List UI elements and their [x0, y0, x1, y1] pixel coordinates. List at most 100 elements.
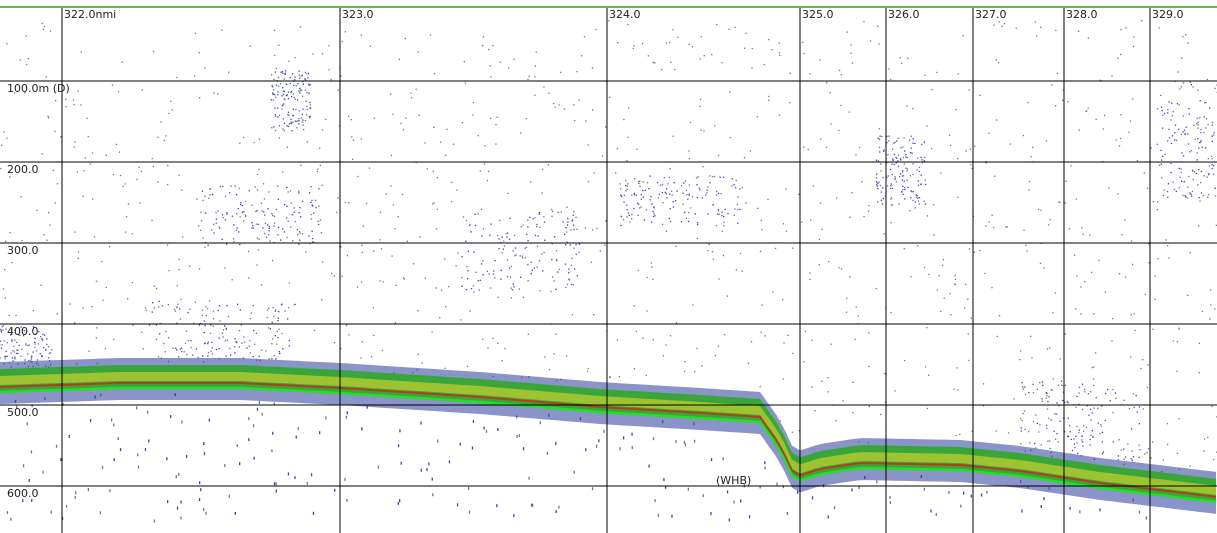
echo-dot — [190, 347, 191, 348]
echo-dot — [1074, 255, 1075, 256]
echo-dot — [472, 447, 473, 450]
echo-dot — [737, 209, 738, 210]
echo-dot — [697, 348, 698, 349]
echo-dot — [213, 232, 214, 233]
echo-dot — [1167, 140, 1168, 141]
echo-dot — [318, 206, 319, 207]
echo-dot — [993, 25, 994, 26]
echo-dot — [1144, 453, 1145, 454]
echo-dot — [480, 170, 481, 171]
echo-dot — [293, 85, 294, 86]
echo-dot — [313, 512, 314, 515]
echo-dot — [380, 239, 381, 240]
echo-dot — [911, 136, 912, 137]
echo-dot — [1210, 304, 1211, 305]
echo-dot — [530, 181, 531, 182]
echo-dot — [1179, 168, 1180, 169]
echo-dot — [1046, 428, 1047, 429]
echo-dot — [298, 427, 299, 430]
echo-dot — [896, 140, 897, 141]
echo-dot — [277, 234, 278, 235]
echo-dot — [289, 346, 290, 347]
echo-dot — [400, 123, 401, 124]
echo-dot — [584, 36, 585, 37]
echo-dot — [54, 131, 55, 132]
echo-dot — [924, 488, 925, 491]
echo-dot — [14, 357, 15, 358]
echo-dot — [1120, 114, 1121, 115]
echo-dot — [156, 339, 157, 340]
echo-dot — [911, 153, 912, 154]
echo-dot — [904, 248, 905, 249]
echo-dot — [526, 118, 527, 119]
echo-dot — [1102, 432, 1103, 433]
echo-dot — [208, 341, 209, 342]
echo-dot — [879, 139, 880, 140]
echo-dot — [421, 469, 422, 472]
echo-dot — [92, 198, 93, 199]
echo-dot — [1030, 156, 1031, 157]
echo-dot — [349, 334, 350, 335]
echo-dot — [199, 52, 200, 53]
echo-dot — [831, 344, 832, 345]
echo-dot — [1028, 392, 1029, 393]
echo-dot — [1022, 413, 1023, 414]
echo-dot — [1115, 398, 1116, 399]
echo-dot — [633, 305, 634, 306]
echo-dot — [263, 211, 264, 212]
echo-dot — [322, 185, 323, 186]
echo-dot — [290, 83, 291, 84]
echo-dot — [1190, 252, 1191, 253]
echo-dot — [190, 340, 191, 341]
echo-dot — [179, 259, 180, 260]
echo-dot — [895, 142, 896, 143]
echo-dot — [222, 214, 223, 215]
echo-dot — [161, 121, 162, 122]
echo-dot — [1047, 401, 1048, 402]
echo-dot — [568, 268, 569, 269]
echo-dot — [1019, 359, 1020, 360]
echo-dot — [1084, 281, 1085, 282]
echo-dot — [1113, 412, 1114, 413]
echo-dot — [196, 349, 197, 350]
echo-dot — [1082, 409, 1083, 410]
echo-dot — [906, 157, 907, 158]
echo-dot — [898, 138, 899, 139]
echo-dot — [60, 136, 61, 137]
echo-dot — [1132, 98, 1133, 99]
echo-dot — [653, 216, 654, 217]
echo-dot — [405, 38, 406, 39]
echo-dot — [792, 353, 793, 354]
echo-dot — [670, 62, 671, 63]
echo-dot — [1157, 201, 1158, 202]
echo-dot — [352, 159, 353, 160]
echo-dot — [284, 231, 285, 232]
echo-dot — [735, 187, 736, 188]
echo-dot — [849, 112, 850, 113]
echo-dot — [1167, 197, 1168, 198]
echo-dot — [900, 173, 901, 174]
echo-dot — [312, 205, 313, 206]
echo-dot — [1093, 313, 1094, 314]
echo-dot — [251, 228, 252, 229]
echo-dot — [717, 214, 718, 215]
echo-dot — [263, 183, 264, 184]
echo-dot — [26, 64, 27, 65]
echo-dot — [141, 171, 142, 172]
echo-dot — [495, 124, 496, 125]
echo-dot — [898, 203, 899, 204]
echo-dot — [925, 75, 926, 76]
echo-dot — [60, 458, 61, 461]
echo-dot — [1154, 299, 1155, 300]
echo-dot — [303, 129, 304, 130]
echo-dot — [559, 269, 560, 270]
echo-dot — [571, 284, 572, 285]
echo-dot — [907, 58, 908, 59]
echo-dot — [764, 335, 765, 336]
echo-dot — [723, 216, 724, 217]
echo-dot — [898, 166, 899, 167]
echo-dot — [877, 26, 878, 27]
echo-dot — [771, 49, 772, 50]
echo-dot — [481, 209, 482, 210]
echo-dot — [1117, 58, 1118, 59]
